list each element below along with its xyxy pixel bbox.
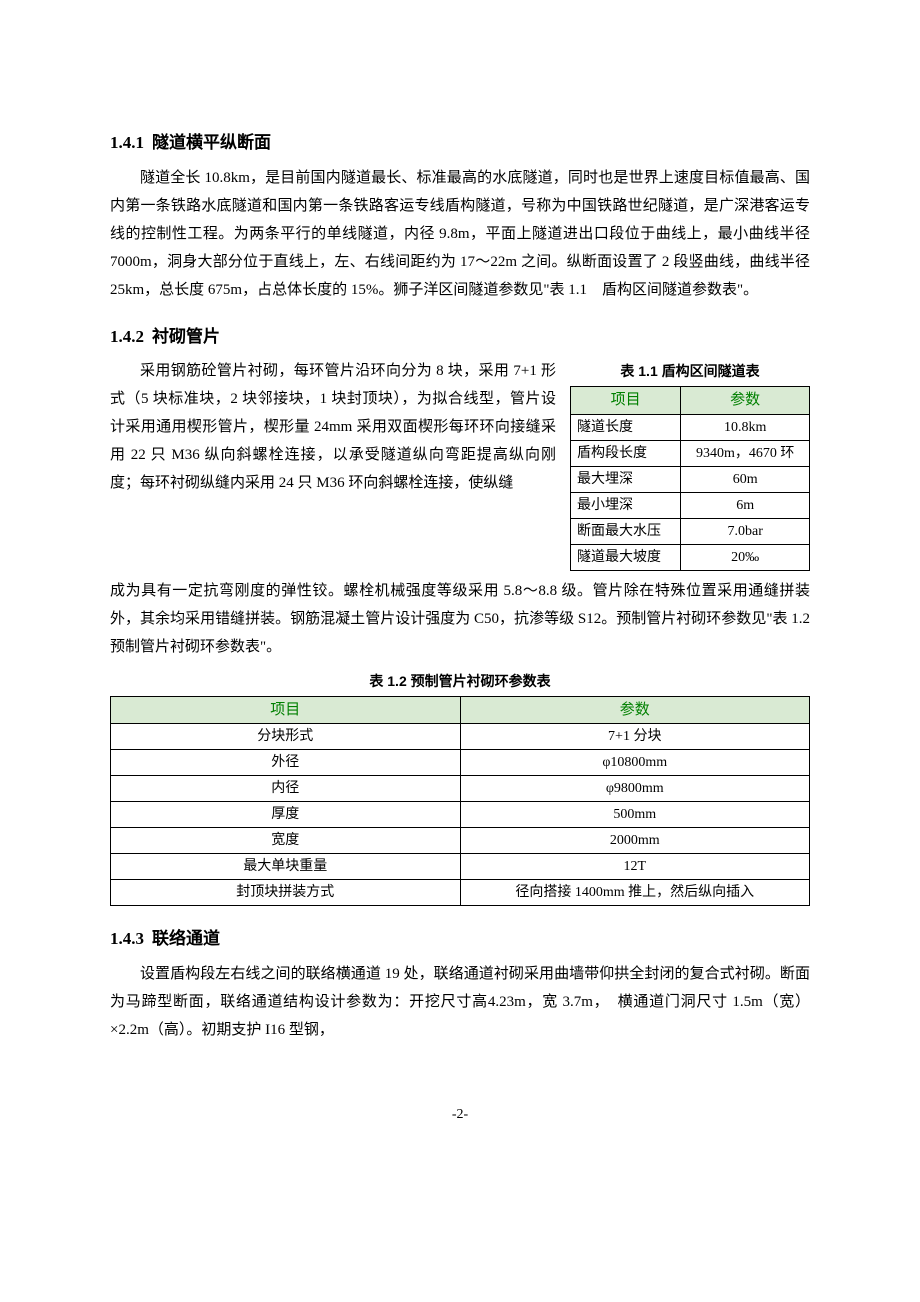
heading-number: 1.4.1 xyxy=(110,133,144,152)
table-cell: 60m xyxy=(681,466,810,492)
table-1-caption: 表 1.1 盾构区间隧道表 xyxy=(570,361,810,382)
table-cell: 7.0bar xyxy=(681,518,810,544)
paragraph: 设置盾构段左右线之间的联络横通道 19 处，联络通道衬砌采用曲墙带仰拱全封闭的复… xyxy=(110,960,810,1044)
table-cell: 断面最大水压 xyxy=(571,518,681,544)
table-row: 最小埋深6m xyxy=(571,492,810,518)
table-cell: 最大单块重量 xyxy=(111,854,461,880)
table-row: 封顶块拼装方式径向搭接 1400mm 推上，然后纵向插入 xyxy=(111,880,810,906)
table-cell: 径向搭接 1400mm 推上，然后纵向插入 xyxy=(460,880,810,906)
heading-1-4-3: 1.4.3 联络通道 xyxy=(110,926,810,952)
table-1: 项目 参数 隧道长度10.8km 盾构段长度9340m，4670 环 最大埋深6… xyxy=(570,386,810,571)
heading-1-4-1: 1.4.1 隧道横平纵断面 xyxy=(110,130,810,156)
table-cell: 6m xyxy=(681,492,810,518)
table-cell: 500mm xyxy=(460,802,810,828)
table-header-row: 项目 参数 xyxy=(111,696,810,724)
table-header-cell: 项目 xyxy=(111,696,461,724)
table-row: 分块形式7+1 分块 xyxy=(111,724,810,750)
table-cell: φ9800mm xyxy=(460,776,810,802)
page-number: -2- xyxy=(110,1104,810,1125)
heading-1-4-2: 1.4.2 衬砌管片 xyxy=(110,324,810,350)
table-header-row: 项目 参数 xyxy=(571,387,810,415)
table-row: 断面最大水压7.0bar xyxy=(571,518,810,544)
table-header-cell: 参数 xyxy=(460,696,810,724)
table-cell: 最大埋深 xyxy=(571,466,681,492)
table-row: 宽度2000mm xyxy=(111,828,810,854)
table-cell: 20‰ xyxy=(681,544,810,570)
heading-text: 衬砌管片 xyxy=(152,327,220,346)
table-cell: 外径 xyxy=(111,750,461,776)
table-1-container: 表 1.1 盾构区间隧道表 项目 参数 隧道长度10.8km 盾构段长度9340… xyxy=(570,361,810,571)
table-cell: 厚度 xyxy=(111,802,461,828)
table-cell: 10.8km xyxy=(681,414,810,440)
table-row: 最大单块重量12T xyxy=(111,854,810,880)
table-cell: φ10800mm xyxy=(460,750,810,776)
table-cell: 隧道最大坡度 xyxy=(571,544,681,570)
table-row: 外径φ10800mm xyxy=(111,750,810,776)
table-cell: 宽度 xyxy=(111,828,461,854)
table-cell: 隧道长度 xyxy=(571,414,681,440)
table-row: 隧道最大坡度20‰ xyxy=(571,544,810,570)
table-row: 隧道长度10.8km xyxy=(571,414,810,440)
table-cell: 内径 xyxy=(111,776,461,802)
table-row: 盾构段长度9340m，4670 环 xyxy=(571,440,810,466)
heading-text: 联络通道 xyxy=(152,929,220,948)
table-header-cell: 项目 xyxy=(571,387,681,415)
table-row: 厚度500mm xyxy=(111,802,810,828)
table-cell: 最小埋深 xyxy=(571,492,681,518)
table-cell: 12T xyxy=(460,854,810,880)
table-row: 内径φ9800mm xyxy=(111,776,810,802)
table-cell: 9340m，4670 环 xyxy=(681,440,810,466)
heading-number: 1.4.2 xyxy=(110,327,144,346)
table-cell: 分块形式 xyxy=(111,724,461,750)
table-cell: 封顶块拼装方式 xyxy=(111,880,461,906)
table-header-cell: 参数 xyxy=(681,387,810,415)
table-cell: 盾构段长度 xyxy=(571,440,681,466)
paragraph: 隧道全长 10.8km，是目前国内隧道最长、标准最高的水底隧道，同时也是世界上速… xyxy=(110,164,810,304)
paragraph: 成为具有一定抗弯刚度的弹性铰。螺栓机械强度等级采用 5.8～8.8 级。管片除在… xyxy=(110,577,810,661)
table-row: 最大埋深60m xyxy=(571,466,810,492)
heading-text: 隧道横平纵断面 xyxy=(152,133,271,152)
table-2: 项目 参数 分块形式7+1 分块 外径φ10800mm 内径φ9800mm 厚度… xyxy=(110,696,810,907)
heading-number: 1.4.3 xyxy=(110,929,144,948)
table-cell: 2000mm xyxy=(460,828,810,854)
table-2-caption: 表 1.2 预制管片衬砌环参数表 xyxy=(110,671,810,692)
table-cell: 7+1 分块 xyxy=(460,724,810,750)
